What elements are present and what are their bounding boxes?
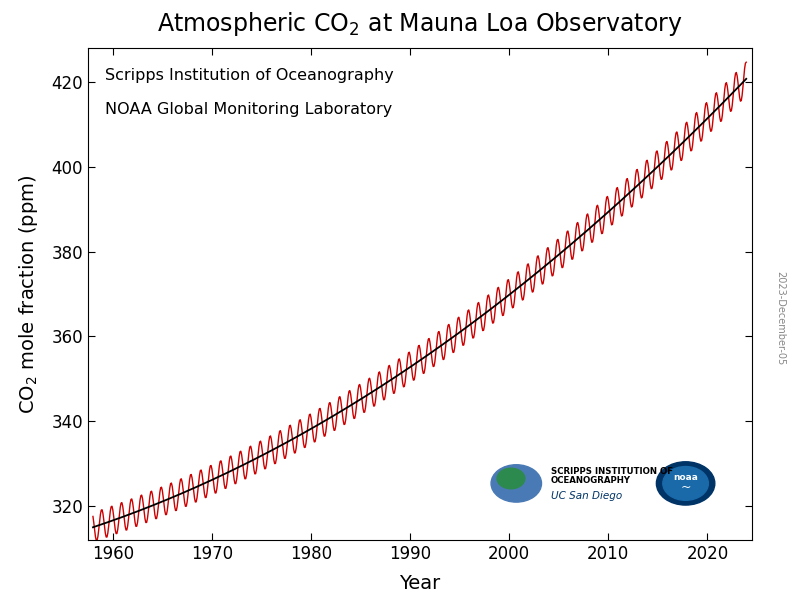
Circle shape (491, 465, 542, 502)
Y-axis label: CO$_2$ mole fraction (ppm): CO$_2$ mole fraction (ppm) (18, 174, 40, 414)
Text: 2023-December-05: 2023-December-05 (775, 271, 785, 365)
Text: noaa: noaa (673, 473, 698, 482)
Circle shape (663, 467, 708, 500)
Text: NOAA Global Monitoring Laboratory: NOAA Global Monitoring Laboratory (105, 102, 392, 117)
Circle shape (497, 468, 525, 489)
Circle shape (656, 462, 715, 505)
Text: OCEANOGRAPHY: OCEANOGRAPHY (551, 476, 631, 485)
Text: UC San Diego: UC San Diego (551, 491, 622, 501)
X-axis label: Year: Year (399, 574, 441, 593)
Title: Atmospheric CO$_2$ at Mauna Loa Observatory: Atmospheric CO$_2$ at Mauna Loa Observat… (158, 10, 682, 38)
Text: ~: ~ (680, 481, 691, 494)
Text: Scripps Institution of Oceanography: Scripps Institution of Oceanography (105, 68, 394, 83)
Text: SCRIPPS INSTITUTION OF: SCRIPPS INSTITUTION OF (551, 467, 673, 476)
